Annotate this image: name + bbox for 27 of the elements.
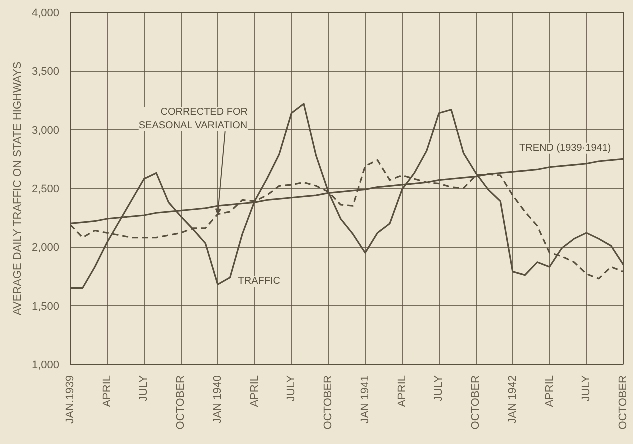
y-axis-title: AVERAGE DAILY TRAFFIC ON STATE HIGHWAYS	[12, 62, 24, 316]
x-tick-label: JAN 1941	[359, 375, 372, 424]
x-tick-label: APRIL	[544, 375, 556, 408]
y-tick-label: 3,000	[32, 124, 60, 137]
series-label: TREND (1939·1941)	[520, 142, 612, 154]
text: CORRECTED FOR SEASONAL VARIATION	[138, 107, 248, 132]
y-tick-label: 3,500	[32, 66, 60, 78]
y-tick-label: 1,500	[32, 300, 60, 313]
x-tick-label: JULY	[286, 374, 298, 402]
x-tick-label: OCTOBER	[618, 375, 630, 430]
y-tick-label: 1,000	[32, 360, 60, 372]
x-tick-label: JULY	[433, 374, 446, 402]
y-tick-label: 2,500	[32, 184, 60, 196]
x-tick-label: APRIL	[101, 375, 114, 408]
x-tick-label: JULY	[580, 374, 593, 402]
series-label: TRAFFIC	[238, 276, 280, 288]
x-tick-label: OCTOBER	[322, 375, 335, 430]
x-tick-label: JAN 1940	[212, 375, 224, 424]
x-tick-label: OCTOBER	[470, 375, 482, 430]
x-tick-label: JULY	[138, 374, 150, 402]
y-tick-label: 4,000	[32, 8, 60, 20]
x-tick-label: JAN 1942	[506, 375, 519, 424]
x-tick-label: OCTOBER	[175, 375, 188, 430]
y-tick-label: 2,000	[32, 242, 60, 254]
x-tick-label: APRIL	[396, 375, 408, 408]
x-tick-label: JAN.1939	[64, 375, 76, 424]
x-tick-label: APRIL	[248, 375, 261, 408]
